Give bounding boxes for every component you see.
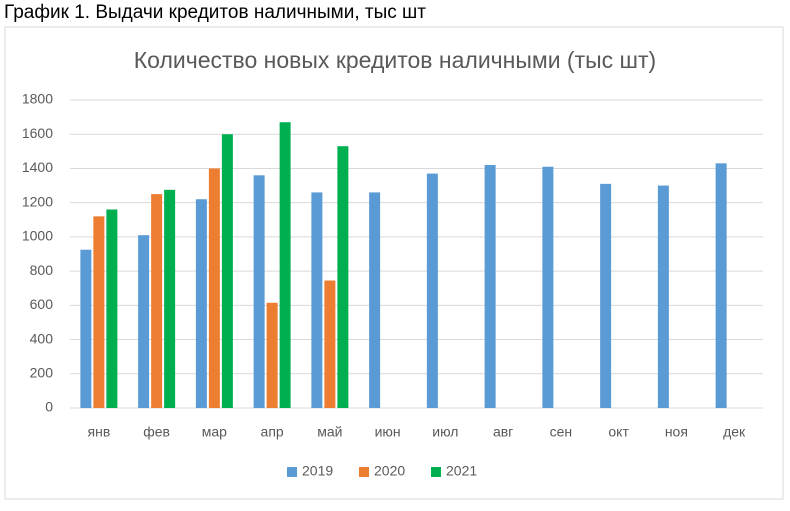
bar — [208, 168, 220, 408]
chart-frame — [4, 26, 784, 500]
bar — [657, 185, 669, 408]
x-tick-label: май — [317, 424, 342, 440]
bar — [195, 199, 207, 408]
bar — [311, 192, 323, 408]
chart-title: Количество новых кредитов наличными (тыс… — [134, 47, 656, 73]
bar — [164, 189, 176, 408]
bar — [266, 302, 278, 408]
bar — [93, 216, 105, 408]
legend-label: 2019 — [302, 463, 333, 479]
bar — [221, 134, 233, 408]
x-tick-label: дек — [723, 424, 746, 440]
x-tick-label: фев — [143, 424, 170, 440]
legend-label: 2020 — [374, 463, 405, 479]
y-tick-label: 0 — [45, 399, 53, 415]
caption: График 1. Выдачи кредитов наличными, тыс… — [4, 2, 426, 23]
bar — [253, 175, 265, 408]
bar — [715, 163, 727, 408]
x-tick-label: апр — [261, 424, 284, 440]
legend-label: 2021 — [446, 463, 477, 479]
legend-swatch — [287, 467, 297, 477]
y-tick-label: 1600 — [22, 125, 53, 141]
bar — [106, 209, 118, 408]
bar — [80, 249, 92, 408]
bar — [337, 146, 349, 408]
y-tick-label: 400 — [30, 330, 54, 346]
bar — [484, 165, 496, 408]
y-tick-label: 600 — [30, 296, 54, 312]
bar — [426, 173, 438, 408]
bar — [279, 122, 291, 408]
legend-swatch — [359, 467, 369, 477]
x-tick-label: сен — [550, 424, 573, 440]
bar — [151, 194, 163, 408]
y-tick-label: 1200 — [22, 193, 53, 209]
x-tick-label: июн — [375, 424, 401, 440]
y-tick-label: 1400 — [22, 159, 53, 175]
bar — [600, 183, 612, 408]
bar — [324, 280, 336, 408]
y-tick-label: 1800 — [22, 91, 53, 107]
x-tick-label: янв — [88, 424, 111, 440]
y-tick-label: 800 — [30, 262, 54, 278]
legend-swatch — [431, 467, 441, 477]
bar — [369, 192, 381, 408]
x-tick-label: июл — [432, 424, 458, 440]
y-tick-label: 1000 — [22, 228, 53, 244]
x-tick-label: авг — [493, 424, 513, 440]
x-tick-label: окт — [608, 424, 629, 440]
x-tick-label: ноя — [665, 424, 688, 440]
y-tick-label: 200 — [30, 364, 54, 380]
x-tick-label: мар — [202, 424, 227, 440]
bar — [138, 235, 150, 408]
bar — [542, 166, 554, 408]
